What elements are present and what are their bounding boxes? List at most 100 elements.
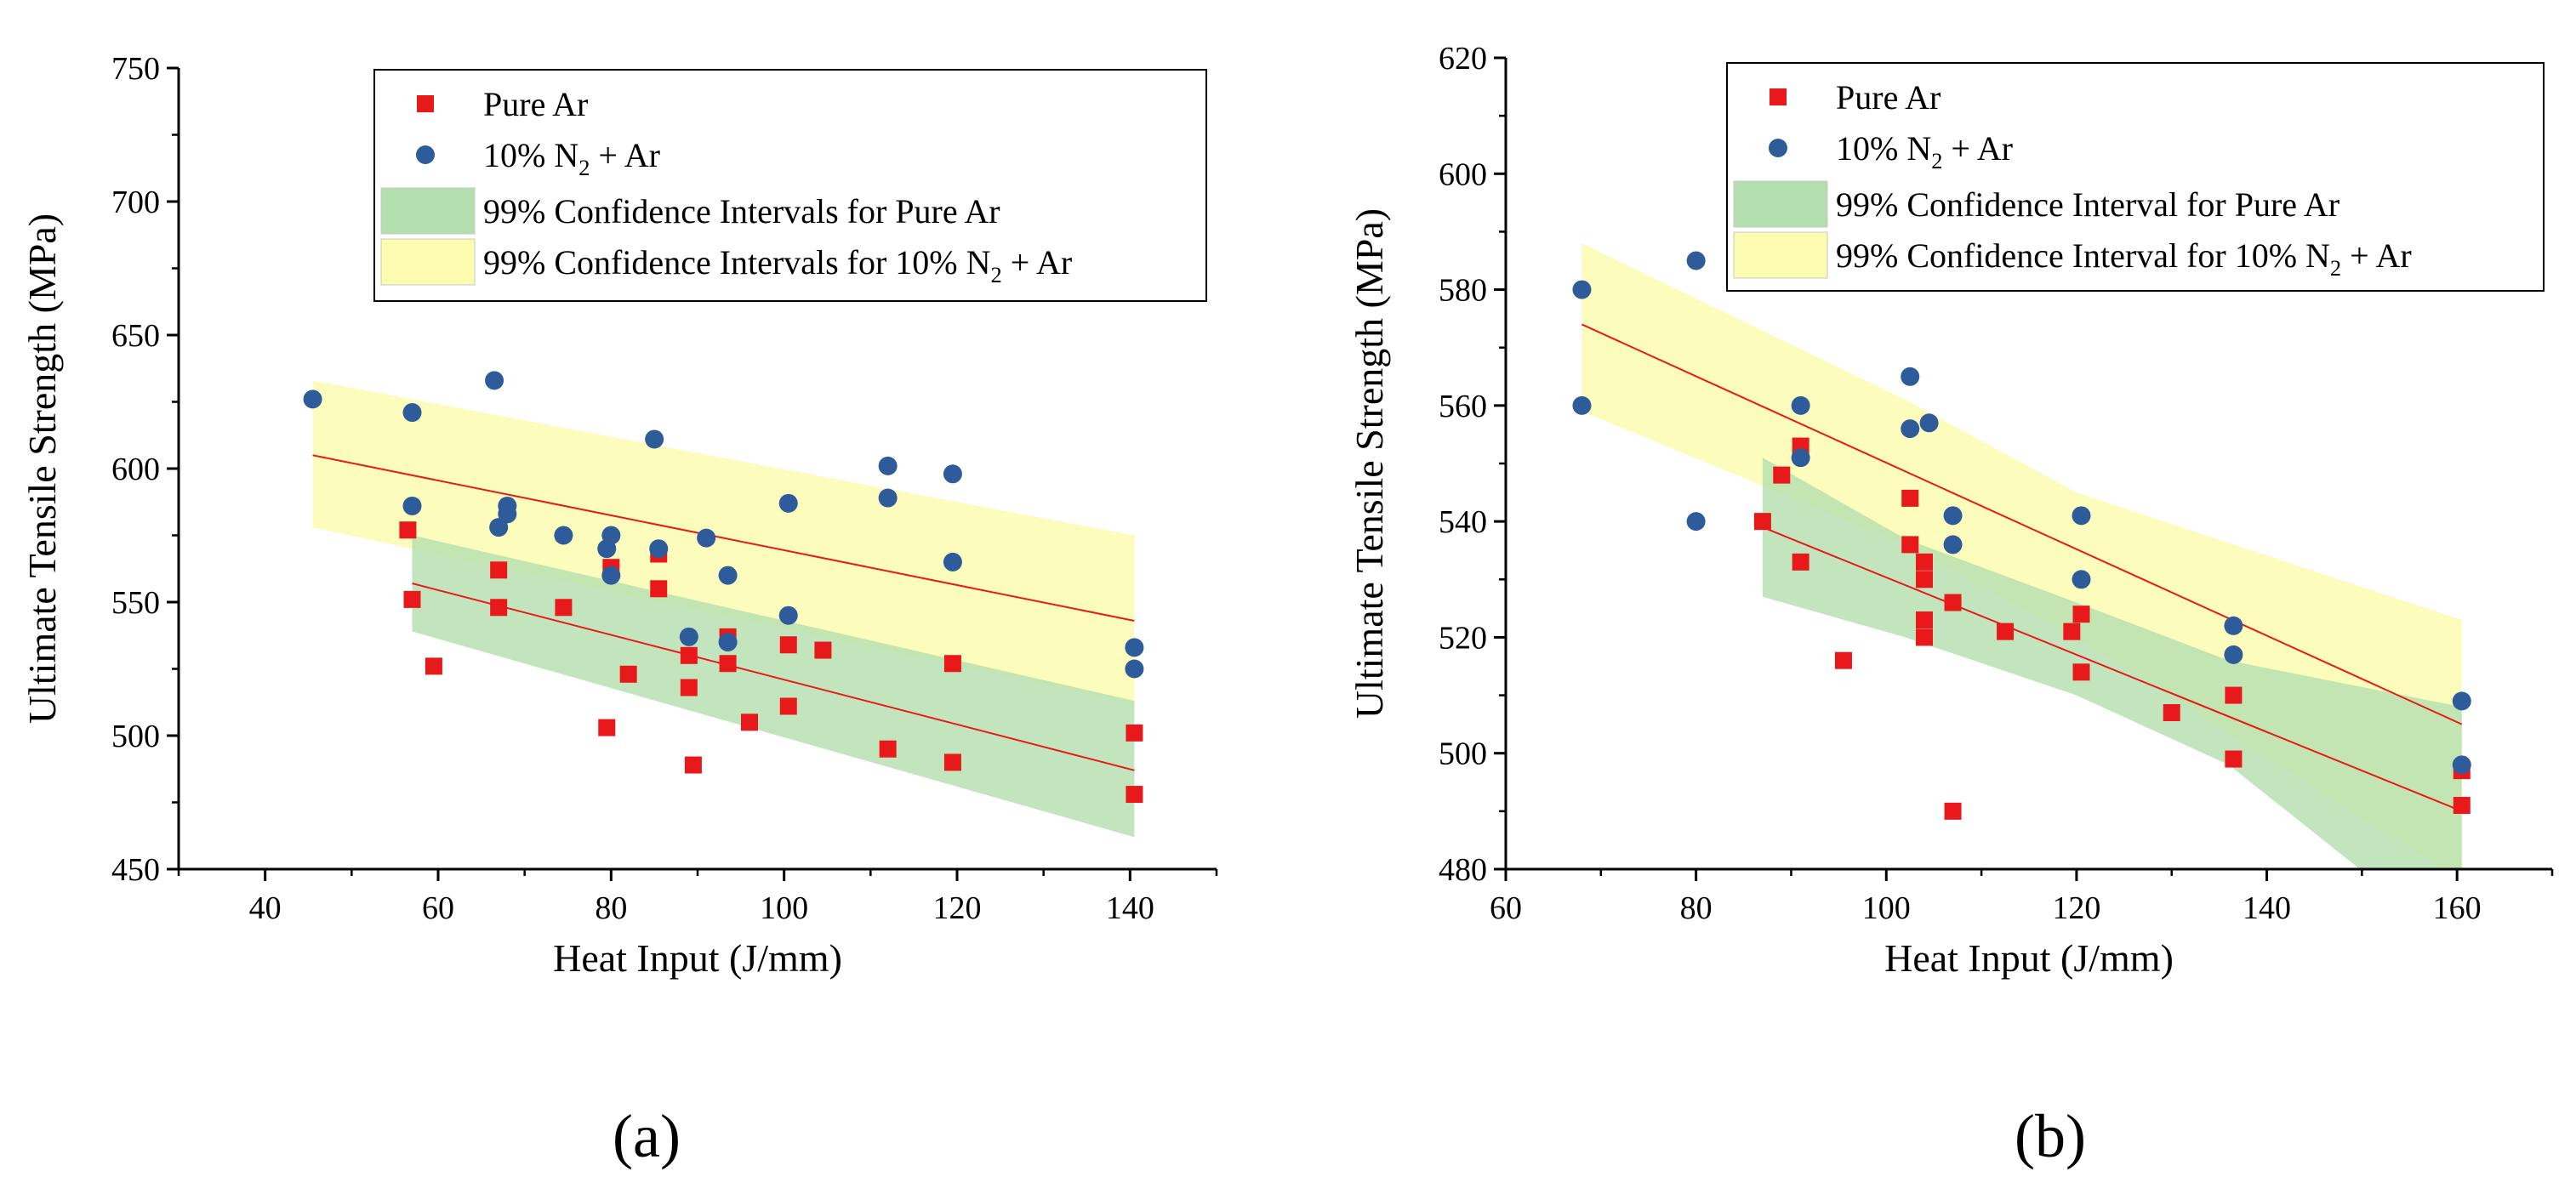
y-tick-label: 700 <box>111 185 160 220</box>
data-point-pure-ar <box>879 740 897 758</box>
legend-swatch-ci-pure-ar <box>1733 180 1828 228</box>
legend-label: Pure Ar <box>1836 78 1941 117</box>
plot-area <box>303 371 1144 838</box>
data-point-pure-ar <box>680 679 698 696</box>
data-point-n2 <box>718 633 738 652</box>
chart-panel-b: 480 500 520 540 560 580 600 620 60 80 100 120 140 160… <box>1348 41 2554 1170</box>
data-point-pure-ar <box>2072 606 2090 623</box>
data-point-pure-ar <box>1901 489 1919 507</box>
data-point-n2 <box>554 526 573 545</box>
data-point-n2 <box>402 403 422 423</box>
data-point-n2 <box>2072 506 2091 526</box>
data-point-pure-ar <box>2225 750 2243 768</box>
data-point-pure-ar <box>490 599 508 617</box>
data-point-pure-ar <box>1126 786 1143 804</box>
data-point-pure-ar <box>719 655 737 673</box>
data-point-pure-ar <box>1997 623 2015 640</box>
data-point-pure-ar <box>2163 704 2180 722</box>
data-point-pure-ar <box>1916 611 1933 628</box>
data-point-n2 <box>601 526 621 545</box>
data-point-pure-ar <box>684 756 702 774</box>
data-point-n2 <box>303 389 322 409</box>
data-point-pure-ar <box>650 580 668 598</box>
x-tick-label: 40 <box>249 890 282 926</box>
data-point-n2 <box>679 627 698 646</box>
data-point-pure-ar <box>741 714 758 731</box>
data-point-pure-ar <box>1944 802 1962 820</box>
data-point-pure-ar <box>1792 553 1809 571</box>
x-tick-label: 120 <box>2052 890 2100 926</box>
legend-frame <box>373 69 1207 302</box>
y-axis-label: Ultimate Tensile Strength (MPa) <box>1348 208 1391 719</box>
data-point-pure-ar <box>1916 553 1933 571</box>
y-axis-label: Ultimate Tensile Strength (MPa) <box>20 213 64 724</box>
y-tick-label: 600 <box>1439 156 1487 192</box>
legend-label: 10% N2 + Ar <box>483 136 660 180</box>
legend-swatch-ci-n2 <box>1733 231 1828 279</box>
y-tick-label: 550 <box>111 585 160 621</box>
data-point-pure-ar <box>490 561 508 579</box>
data-point-n2 <box>1901 419 1920 439</box>
x-tick-label: 60 <box>1490 890 1522 926</box>
data-point-n2 <box>1572 395 1592 415</box>
x-tick-label: 80 <box>1680 890 1713 926</box>
data-point-pure-ar <box>403 590 421 608</box>
legend-swatch-n2 <box>1769 139 1787 157</box>
legend-label: 99% Confidence Interval for 10% N2 + Ar <box>1836 236 2412 281</box>
data-point-n2 <box>1686 251 1706 270</box>
data-point-n2 <box>1919 413 1939 433</box>
data-point-pure-ar <box>779 697 797 715</box>
data-point-pure-ar <box>555 599 573 617</box>
y-tick-label: 750 <box>111 51 160 87</box>
data-point-pure-ar <box>399 521 417 539</box>
data-point-n2 <box>943 552 962 571</box>
data-point-pure-ar <box>2225 686 2243 704</box>
y-tick-label: 600 <box>111 452 160 487</box>
legend-label: 99% Confidence Intervals for 10% N2 + Ar <box>483 243 1072 287</box>
x-tick-label: 140 <box>2243 890 2291 926</box>
data-point-n2 <box>645 429 664 449</box>
fit-line-pure-ar <box>1762 526 2463 812</box>
data-point-pure-ar <box>1753 513 1771 531</box>
fit-line-n2 <box>1582 323 2463 725</box>
plot-area <box>1572 243 2471 869</box>
data-point-n2 <box>402 496 422 515</box>
legend: Pure Ar 10% N2 + Ar 99% Confidence Interva… <box>1726 62 2545 292</box>
data-point-pure-ar <box>2063 623 2081 640</box>
data-point-pure-ar <box>943 655 961 673</box>
ci-band-n2 <box>312 380 1135 704</box>
y-tick-label: 620 <box>1439 41 1487 77</box>
data-point-pure-ar <box>2072 663 2090 681</box>
data-point-pure-ar <box>1126 724 1143 742</box>
data-point-pure-ar <box>1834 651 1852 669</box>
data-point-n2 <box>1943 506 1963 526</box>
data-point-n2 <box>878 488 898 508</box>
y-tick-label: 500 <box>111 719 160 754</box>
data-point-n2 <box>943 464 962 484</box>
legend-swatch-pure-ar <box>417 95 434 112</box>
data-point-n2 <box>1572 280 1592 299</box>
y-tick-label: 500 <box>1439 736 1487 772</box>
panel-label: (b) <box>2015 1102 2086 1170</box>
data-point-n2 <box>2452 691 2471 711</box>
data-point-pure-ar <box>1916 628 1933 646</box>
data-point-n2 <box>2224 616 2243 635</box>
data-point-n2 <box>601 566 621 585</box>
data-point-n2 <box>878 456 898 475</box>
data-point-n2 <box>485 371 504 390</box>
data-point-n2 <box>1943 535 1963 554</box>
data-point-pure-ar <box>779 636 797 654</box>
data-point-pure-ar <box>680 646 698 664</box>
legend-frame <box>1726 62 2545 292</box>
legend-swatch-pure-ar <box>1770 88 1787 105</box>
legend-label: Pure Ar <box>483 85 588 123</box>
data-point-n2 <box>778 606 798 625</box>
y-tick-label: 560 <box>1439 389 1487 424</box>
x-tick-label: 160 <box>2433 890 2482 926</box>
legend-label: 99% Confidence Intervals for Pure Ar <box>483 192 1000 230</box>
data-point-n2 <box>649 539 669 559</box>
panel-label: (a) <box>613 1102 681 1170</box>
fit-line-n2 <box>312 454 1135 622</box>
data-point-pure-ar <box>943 753 961 771</box>
legend-label: 10% N2 + Ar <box>1836 129 2013 173</box>
